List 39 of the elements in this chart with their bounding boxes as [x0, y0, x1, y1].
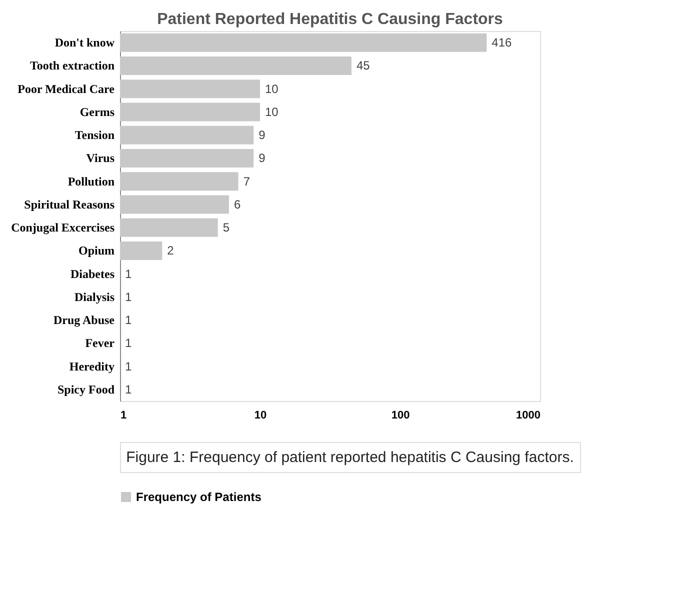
data-label: 10: [265, 82, 279, 96]
data-label: 9: [258, 128, 266, 142]
data-label: 7: [243, 174, 250, 188]
y-tick-label: Conjugal Excercises: [11, 220, 115, 235]
y-tick-label: Spicy Food: [57, 382, 115, 396]
x-tick-label: 1000: [516, 410, 540, 422]
data-label: 1: [125, 359, 132, 374]
y-tick-label: Fever: [85, 336, 116, 350]
data-label: 1: [125, 336, 132, 350]
y-tick-label: Diabetes: [70, 266, 115, 281]
y-tick-label: Don't know: [54, 36, 115, 50]
y-tick-label: Opium: [78, 244, 114, 258]
y-tick-label: Germs: [80, 104, 115, 119]
data-label: 5: [222, 220, 230, 235]
data-label: 1: [125, 290, 132, 304]
x-tick-label: 1: [120, 410, 127, 422]
y-tick-label: Virus: [86, 151, 115, 166]
x-tick-label: 10: [254, 410, 267, 422]
data-label: 1: [125, 382, 132, 396]
y-tick-label: Drug Abuse: [53, 313, 116, 328]
data-label: 416: [492, 36, 512, 50]
data-label: 1: [125, 313, 132, 328]
data-label: 1: [125, 266, 132, 281]
data-label: 10: [265, 104, 279, 119]
y-tick-label: Heredity: [69, 359, 114, 374]
y-tick-label: Tension: [74, 128, 115, 142]
y-tick-label: Tooth extraction: [30, 58, 115, 73]
chart-title: Patient Reported Hepatitis C Causing Factors: [157, 11, 504, 28]
y-tick-label: Pollution: [68, 174, 115, 188]
data-label: 2: [167, 244, 174, 258]
legend-label: Frequency of Patients: [136, 490, 262, 504]
y-tick-label: Dialysis: [74, 290, 115, 304]
data-label: 45: [356, 58, 370, 73]
y-tick-label: Poor Medical Care: [18, 82, 116, 96]
caption: Figure 1: Frequency of patient reported hepatitis C Causing factors.: [126, 449, 574, 466]
y-tick-label: Spiritual Reasons: [24, 197, 115, 212]
x-tick-label: 100: [391, 410, 410, 422]
data-label: 6: [234, 197, 241, 212]
data-label: 9: [258, 151, 266, 166]
